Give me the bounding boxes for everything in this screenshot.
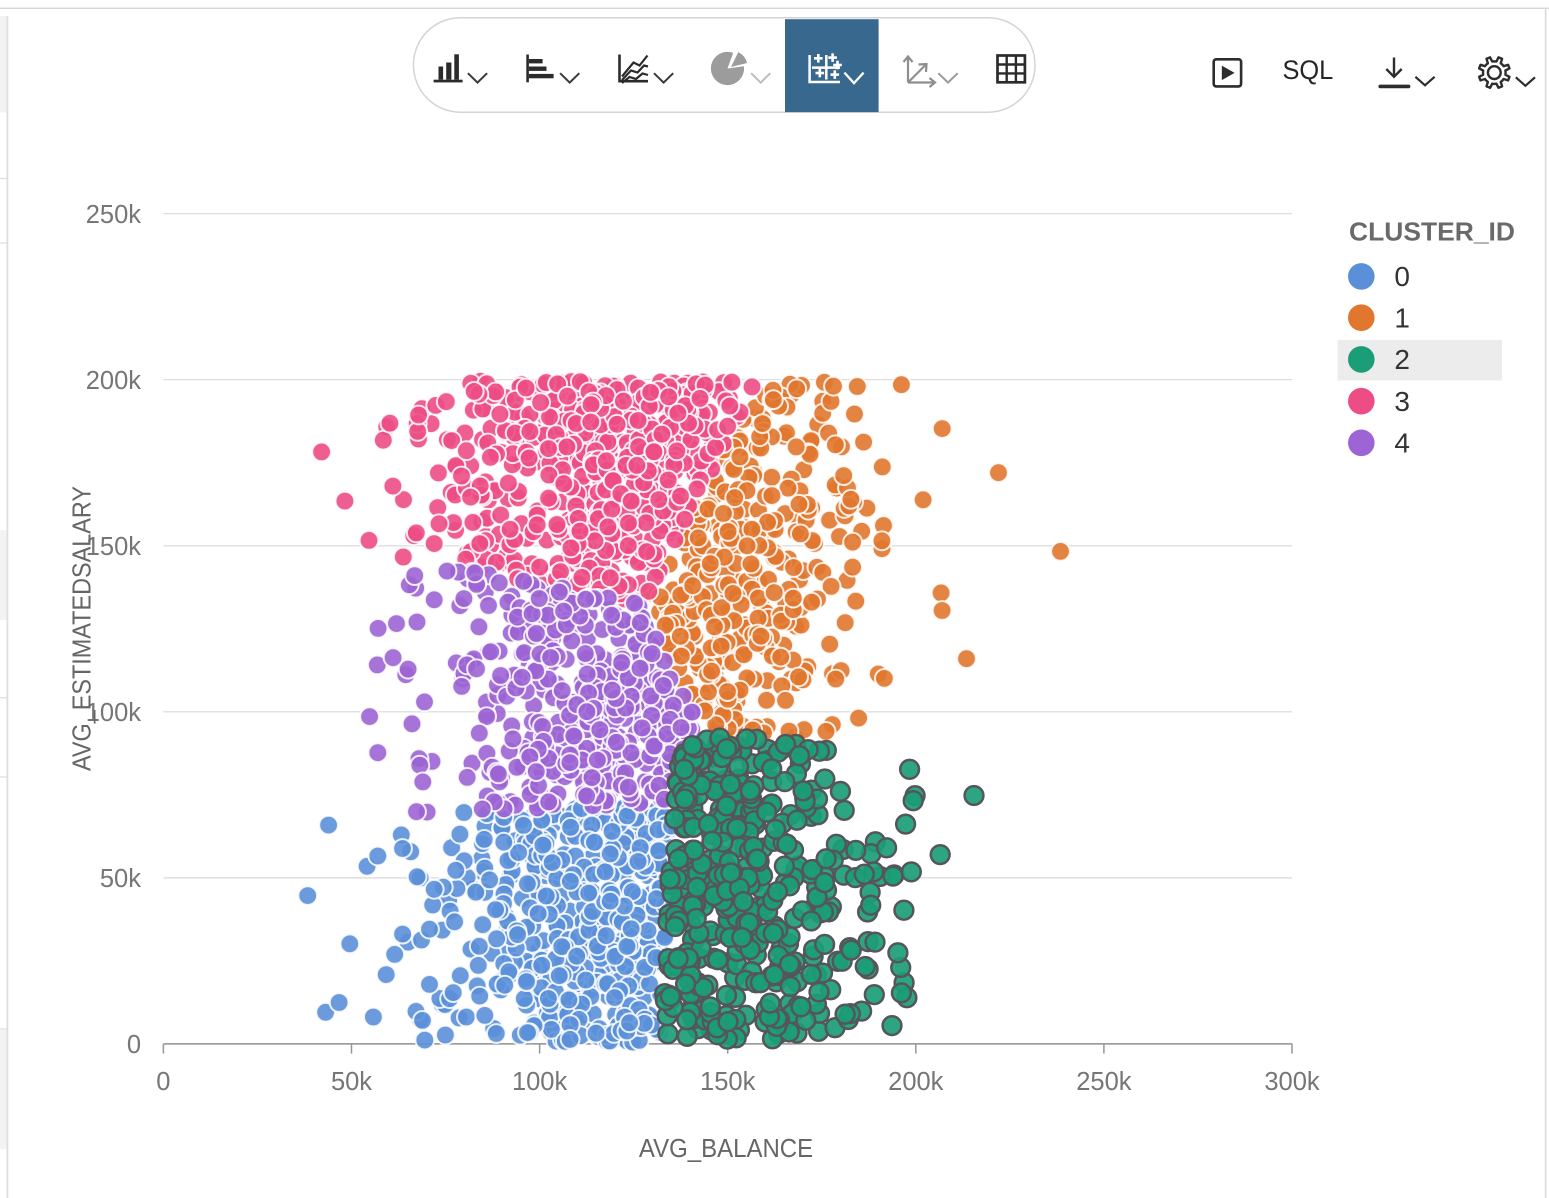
svg-text:AVG_ESTIMATEDSALARY: AVG_ESTIMATEDSALARY — [67, 486, 97, 771]
svg-text:250k: 250k — [1076, 1068, 1132, 1096]
svg-text:50k: 50k — [331, 1068, 372, 1096]
svg-text:250k: 250k — [86, 201, 142, 229]
svg-text:200k: 200k — [86, 367, 142, 395]
svg-text:2: 2 — [1394, 344, 1410, 375]
svg-text:100k: 100k — [512, 1068, 568, 1096]
svg-text:50k: 50k — [100, 865, 141, 893]
svg-text:4: 4 — [1394, 428, 1410, 459]
svg-text:200k: 200k — [888, 1068, 944, 1096]
svg-text:3: 3 — [1394, 386, 1410, 417]
svg-text:300k: 300k — [1264, 1068, 1320, 1096]
svg-text:0: 0 — [156, 1068, 170, 1096]
svg-text:0: 0 — [1394, 261, 1410, 292]
svg-text:100k: 100k — [86, 699, 142, 727]
svg-text:0: 0 — [127, 1031, 141, 1059]
svg-text:CLUSTER_ID: CLUSTER_ID — [1349, 217, 1515, 247]
svg-text:AVG_BALANCE: AVG_BALANCE — [639, 1133, 813, 1163]
svg-text:1: 1 — [1394, 303, 1410, 334]
svg-text:150k: 150k — [86, 533, 142, 561]
svg-text:150k: 150k — [700, 1068, 756, 1096]
svg-text:SQL: SQL — [1283, 55, 1334, 85]
